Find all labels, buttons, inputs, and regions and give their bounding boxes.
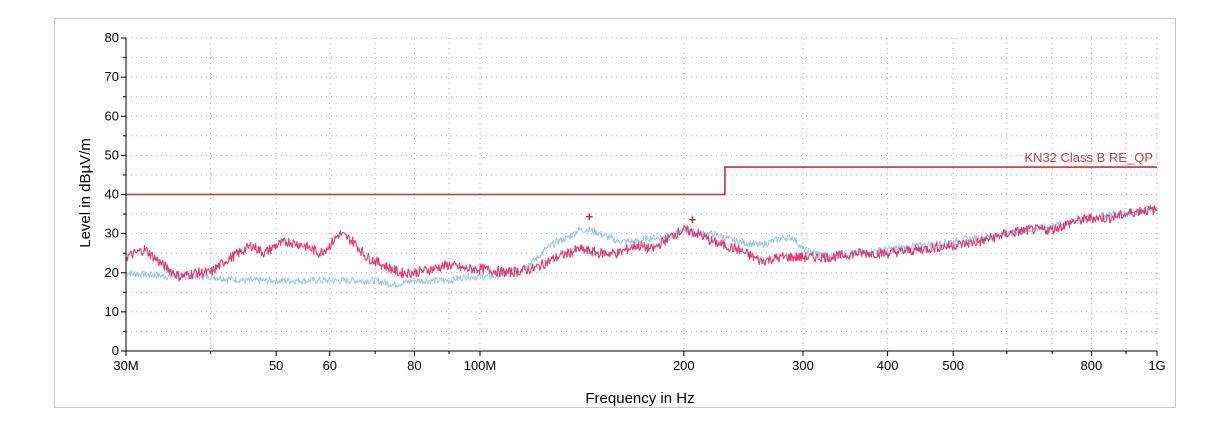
grid xyxy=(126,37,1158,351)
x-tick-label: 400 xyxy=(877,358,899,373)
y-tick-label: 60 xyxy=(105,108,119,123)
y-tick-label: 50 xyxy=(105,147,119,162)
y-tick-label: 10 xyxy=(105,304,119,319)
y-tick-label: 40 xyxy=(105,187,119,202)
x-tick-label: 500 xyxy=(942,358,964,373)
series-trace xyxy=(125,206,1158,288)
limit-line-label: KN32 Class B RE_QP xyxy=(1024,150,1153,165)
x-tick-label: 30M xyxy=(113,358,138,373)
x-tick-label: 50 xyxy=(269,358,283,373)
x-tick-label: 60 xyxy=(323,358,337,373)
peak-marker: + xyxy=(689,212,697,227)
x-tick-label: 200 xyxy=(673,358,695,373)
y-tick-label: 80 xyxy=(105,30,119,45)
limit-line xyxy=(126,166,1157,196)
x-tick-label: 1G xyxy=(1148,358,1165,373)
y-tick-label: 70 xyxy=(105,69,119,84)
series-layer xyxy=(125,205,1158,288)
x-axis-title: Frequency in Hz xyxy=(585,390,694,407)
x-tick-label: 80 xyxy=(407,358,421,373)
peak-marker: + xyxy=(585,209,593,224)
x-tick-label: 100M xyxy=(464,358,497,373)
x-tick-label: 300 xyxy=(792,358,814,373)
chart-frame xyxy=(54,18,1176,408)
marker-layer: + + xyxy=(585,209,696,227)
x-tick-label: 800 xyxy=(1081,358,1103,373)
series-trace xyxy=(125,205,1158,282)
y-axis-title: Level in dBµV/m xyxy=(77,138,94,248)
y-tick-label: 20 xyxy=(105,265,119,280)
axes xyxy=(121,37,1158,356)
y-tick-label: 0 xyxy=(112,343,119,358)
tick-labels: 0 10 20 30 40 50 60 70 80 30M 50 60 80 100M 200 300 400 5… xyxy=(105,30,1166,373)
limit-line-layer: KN32 Class B RE_QP xyxy=(126,150,1157,196)
y-tick-label: 30 xyxy=(105,226,119,241)
